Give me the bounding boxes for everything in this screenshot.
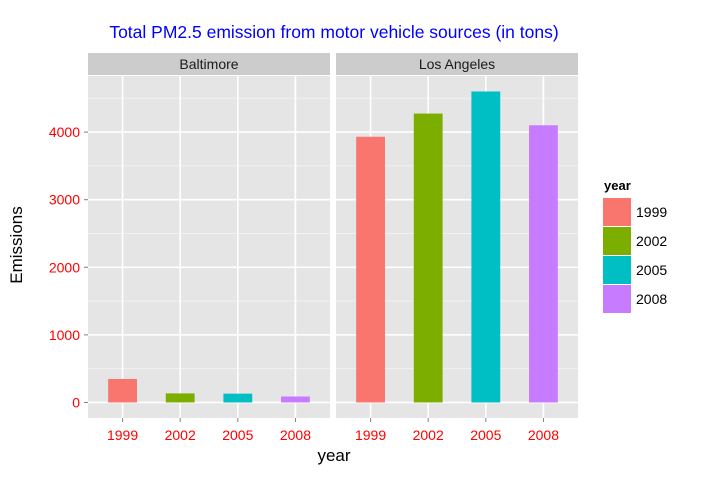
y-tick-label: 4000 [49, 124, 80, 140]
x-tick-label: 1999 [355, 427, 386, 443]
x-tick-label: 2008 [280, 427, 311, 443]
bar [413, 113, 443, 403]
bar [356, 136, 385, 403]
facet-strip-label: Baltimore [179, 56, 238, 72]
bar [281, 396, 310, 403]
facet-strip [88, 53, 330, 75]
legend-title: year [604, 178, 631, 193]
legend: year 1999 2002 2005 2008 [603, 178, 667, 313]
legend-label: 1999 [636, 204, 667, 220]
x-tick-label: 2005 [470, 427, 501, 443]
x-tick-label: 2002 [165, 427, 196, 443]
legend-label: 2005 [636, 262, 667, 278]
chart-title: Total PM2.5 emission from motor vehicle … [109, 22, 558, 42]
legend-swatch [603, 256, 631, 284]
y-tick-label: 3000 [49, 192, 80, 208]
panel-background [88, 76, 330, 418]
facet-panel: Los Angeles [336, 53, 578, 418]
x-tick-label: 2008 [528, 427, 559, 443]
legend-label: 2008 [636, 291, 667, 307]
facet-panel: Baltimore [88, 53, 330, 418]
x-tick-label: 2002 [413, 427, 444, 443]
bar [223, 393, 253, 403]
bar [165, 393, 195, 403]
x-axis-title: year [317, 446, 350, 465]
x-tick-label: 2005 [222, 427, 253, 443]
bar [529, 125, 558, 403]
y-axis: 0 1000 2000 3000 4000 [49, 124, 88, 410]
facet-strip [336, 53, 578, 75]
x-axis: 1999 2002 2005 2008 1999 2002 2005 2008 [107, 418, 559, 443]
legend-label: 2002 [636, 233, 667, 249]
x-tick-label: 1999 [107, 427, 138, 443]
legend-swatch [603, 227, 631, 255]
facet-strip-label: Los Angeles [419, 56, 495, 72]
y-tick-label: 0 [72, 394, 80, 410]
bar [471, 91, 501, 403]
y-axis-title: Emissions [7, 206, 26, 283]
bar [108, 379, 137, 403]
y-tick-label: 2000 [49, 259, 80, 275]
legend-swatch [603, 285, 631, 313]
legend-swatch [603, 198, 631, 226]
facet-panels: Baltimore Los Angeles [88, 53, 578, 418]
y-tick-label: 1000 [49, 327, 80, 343]
